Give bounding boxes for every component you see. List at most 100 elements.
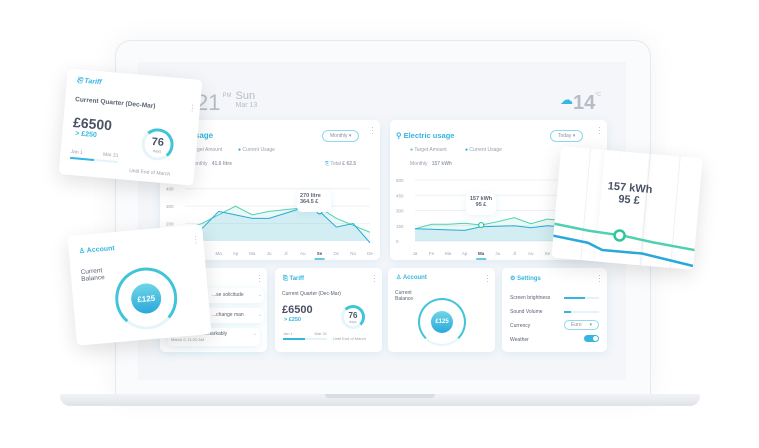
x-tick-label: Se: [317, 251, 323, 256]
more-icon[interactable]: · · ·: [371, 123, 374, 138]
day: Sun: [235, 90, 256, 102]
y-tick-label: 200: [166, 222, 174, 227]
delta: > £250: [74, 130, 98, 140]
tooltip: 270 litre 364.5 £: [297, 190, 331, 212]
x-tick-label: Ma: [445, 251, 452, 256]
y-tick-label: 0: [396, 239, 399, 244]
card-title: ♙ Account: [78, 245, 116, 256]
monthly: Monthly 157 kWh: [410, 161, 452, 167]
settings-card: ⚙ Settings · · · Screen brightness Sound V…: [502, 268, 607, 352]
x-tick-label: Ma: [249, 251, 256, 256]
balance-label: Current Balance: [395, 290, 414, 302]
clock: 21 PM Sun Mar 13: [196, 90, 257, 116]
subtitle: Current Quarter (Dec-Mar): [282, 291, 341, 297]
tariff-icon: ⎘: [283, 276, 288, 282]
x-tick-label: Ju: [267, 251, 272, 256]
x-tick-label: Jl: [513, 251, 516, 256]
series-area-1: [415, 225, 597, 241]
selected-point: [613, 229, 626, 242]
x-tick-label: Ap: [462, 251, 468, 256]
tooltip: 157 kWh 95 £: [466, 193, 496, 215]
ampm: PM: [222, 93, 232, 99]
card-title: ⎘ Tariff: [76, 77, 102, 87]
tariff-icon: ⎘: [76, 77, 83, 85]
water-chart: 200300400JaFeMaApMaJuJlAuSeOcNoDe: [166, 187, 373, 260]
x-tick-label: No: [350, 251, 356, 256]
x-tick-label: De: [367, 251, 373, 256]
zoom-lines: [553, 222, 695, 268]
date-range: Jan 1 Mar 31: [69, 149, 119, 164]
more-icon[interactable]: · · ·: [598, 271, 601, 286]
brightness-label: Screen brightness: [510, 295, 551, 301]
bulb-icon: ⚲: [396, 131, 402, 140]
x-tick-label: Au: [300, 251, 306, 256]
more-icon[interactable]: · · ·: [190, 100, 195, 116]
selected-point: [478, 221, 485, 229]
account-card: ♙ Account · · · Current Balance £125: [388, 268, 495, 352]
gear-icon: ⚙: [510, 276, 516, 282]
until-label: Until End of March: [333, 336, 366, 341]
x-tick-label: Ap: [233, 251, 239, 256]
x-tick-label: Jl: [284, 251, 287, 256]
volume-slider[interactable]: [564, 311, 599, 313]
y-tick-label: 400: [166, 187, 174, 192]
card-title: ⚲ Electric usage: [396, 131, 455, 140]
y-tick-label: 450: [396, 193, 404, 198]
cloud-snow-icon: ☁: [560, 92, 573, 107]
card-title: ♙ Account: [396, 275, 427, 281]
y-tick-label: 600: [396, 178, 404, 183]
brightness-slider[interactable]: [564, 297, 599, 299]
card-title: usage: [190, 131, 214, 140]
days-ring: 76 days: [140, 127, 175, 162]
x-tick-label: Ju: [495, 251, 500, 256]
card-title: ⎘ Tariff: [283, 276, 305, 282]
weather: ☁ 14 °C: [560, 92, 601, 115]
y-tick-label: 150: [396, 224, 404, 229]
balance-ring: £125: [418, 298, 466, 346]
x-tick-label: Se: [545, 251, 551, 256]
balance-ring: £125: [112, 264, 180, 333]
delta: > £250: [284, 317, 301, 323]
electric-chart: 0150300450600JaFeMaApMaJuJlAuSeOcNoDe: [396, 178, 600, 260]
series-line-target-amount: [184, 205, 371, 233]
more-icon[interactable]: · · ·: [373, 271, 376, 286]
arrow-right-icon[interactable]: →: [257, 312, 262, 318]
y-tick-label: 300: [396, 209, 404, 214]
volume-label: Sound Volume: [510, 309, 543, 315]
legend-target: ● Target Amount: [410, 147, 447, 153]
balance-label: Current Balance: [80, 267, 106, 284]
x-tick-label: Ma: [216, 251, 223, 256]
until-label: Until End of March: [128, 168, 171, 178]
weather-toggle[interactable]: [584, 335, 599, 342]
x-tick-label: Au: [528, 251, 534, 256]
date-range: Jan 1 Mar 31: [283, 331, 327, 340]
period-dropdown[interactable]: Today ▾: [550, 130, 584, 142]
monthly: Monthly 41.6 litre: [190, 161, 232, 167]
x-tick-label: Ja: [413, 251, 418, 256]
y-tick-label: 300: [166, 204, 174, 209]
list-item-text: ...se solicitude: [212, 292, 244, 298]
more-icon[interactable]: · · ·: [598, 123, 601, 138]
legend-target: Target Amount: [190, 147, 223, 153]
temp-unit: °C: [595, 92, 601, 98]
more-icon[interactable]: · · ·: [486, 271, 489, 286]
x-tick-label: Fe: [429, 251, 435, 256]
weather-label: Weather: [510, 337, 529, 343]
series-line-current-usage: [184, 207, 371, 244]
legend-current: ● Current Usage: [238, 147, 275, 153]
more-icon[interactable]: · · ·: [258, 271, 261, 286]
date: Mar 13: [235, 102, 258, 109]
temperature: 14: [573, 92, 596, 114]
x-tick-label: Ma: [478, 251, 485, 256]
period-dropdown[interactable]: Monthly ▾: [322, 130, 360, 142]
arrow-right-icon[interactable]: →: [257, 292, 262, 298]
more-icon[interactable]: · · ·: [193, 231, 198, 248]
card-title: ⚙ Settings: [510, 276, 541, 282]
subtitle: Current Quarter (Dec-Mar): [74, 96, 156, 111]
current-line: [553, 234, 694, 268]
floating-account-card: ♙ Account · · · Current Balance £125: [67, 224, 212, 346]
floating-chart-zoom: 157 kWh 95 £: [551, 146, 703, 270]
user-icon: ♙: [396, 275, 402, 281]
currency-dropdown[interactable]: Euro ▾: [564, 320, 599, 330]
tariff-card: ⎘ Tariff · · · Current Quarter (Dec-Mar) £…: [275, 268, 382, 352]
